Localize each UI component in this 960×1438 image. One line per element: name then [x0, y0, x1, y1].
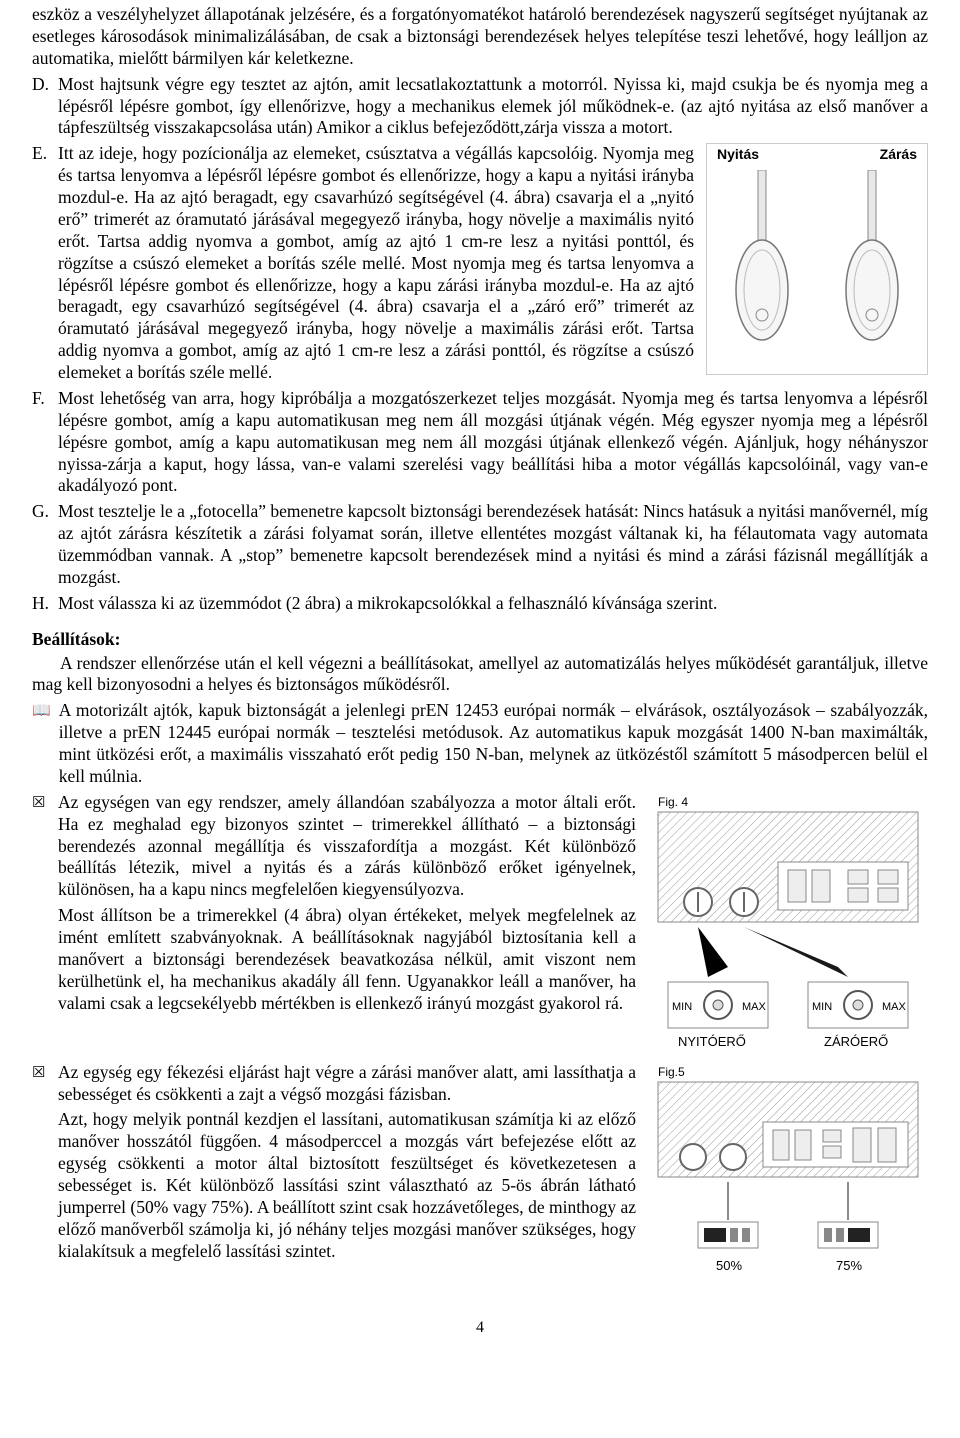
list-letter: H. [32, 593, 58, 615]
list-item-d: D. Most hajtsunk végre egy tesztet az aj… [32, 74, 928, 140]
intro-paragraph: eszköz a veszélyhelyzet állapotának jelz… [32, 4, 928, 70]
book-icon: 📖 [32, 700, 51, 788]
note-text-b: Azt, hogy melyik pontnál kezdjen el lass… [58, 1109, 636, 1262]
list-item-f: F. Most lehetőség van arra, hogy kipróbá… [32, 388, 928, 497]
svg-text:75%: 75% [836, 1258, 862, 1273]
svg-text:MIN: MIN [672, 1001, 692, 1013]
note-text-a: Az egységen van egy rendszer, amely álla… [58, 792, 636, 901]
check-icon: ☒ [32, 1062, 50, 1298]
page-number: 4 [32, 1318, 928, 1338]
note-text-a: Az egység egy fékezési eljárást hajt vég… [58, 1062, 636, 1106]
note-force-control: ☒ Az egységen van egy rendszer, amely ál… [32, 792, 928, 1058]
svg-text:ZÁRÓERŐ: ZÁRÓERŐ [824, 1034, 888, 1049]
document-page: eszköz a veszélyhelyzet állapotának jelz… [0, 0, 960, 1358]
fig4-title: Fig. 4 [658, 795, 688, 809]
svg-text:NYITÓERŐ: NYITÓERŐ [678, 1034, 746, 1049]
list-letter: E. [32, 143, 58, 384]
figure-keys: Nyitás Zárás [706, 143, 928, 375]
settings-header: Beállítások: [32, 629, 928, 651]
list-item-h: H. Most válassza ki az üzemmódot (2 ábra… [32, 593, 928, 615]
note-braking: ☒ Az egység egy fékezési eljárást hajt v… [32, 1062, 928, 1298]
svg-text:MAX: MAX [742, 1001, 767, 1013]
list-item-g: G. Most tesztelje le a „fotocella” bemen… [32, 501, 928, 589]
note-text: A motorizált ajtók, kapuk biztonságát a … [59, 700, 928, 788]
note-text-b: Most állítson be a trimerekkel (4 ábra) … [58, 905, 636, 1014]
svg-text:Fig.5: Fig.5 [658, 1065, 685, 1079]
list-text: Itt az ideje, hogy pozícionálja az eleme… [58, 143, 694, 384]
key-open-icon [732, 170, 792, 350]
figure-5: Fig.5 [648, 1062, 928, 1298]
check-icon: ☒ [32, 792, 50, 1058]
list-text: Most válassza ki az üzemmódot (2 ábra) a… [58, 593, 928, 615]
list-text: Most hajtsunk végre egy tesztet az ajtón… [58, 74, 928, 140]
list-letter: F. [32, 388, 58, 497]
list-item-e: E. Itt az ideje, hogy pozícionálja az el… [32, 143, 928, 384]
fig-label-open: Nyitás [717, 146, 759, 164]
list-letter: G. [32, 501, 58, 589]
note-standards: 📖 A motorizált ajtók, kapuk biztonságát … [32, 700, 928, 788]
svg-text:MIN: MIN [812, 1001, 832, 1013]
list-text: Most tesztelje le a „fotocella” bemenetr… [58, 501, 928, 589]
list-letter: D. [32, 74, 58, 140]
fig-label-close: Zárás [880, 146, 917, 164]
figure-4: Fig. 4 [648, 792, 928, 1058]
list-text: Most lehetőség van arra, hogy kipróbálja… [58, 388, 928, 497]
settings-intro: A rendszer ellenőrzése után el kell vége… [32, 653, 928, 697]
key-close-icon [842, 170, 902, 350]
svg-text:50%: 50% [716, 1258, 742, 1273]
svg-text:MAX: MAX [882, 1001, 907, 1013]
